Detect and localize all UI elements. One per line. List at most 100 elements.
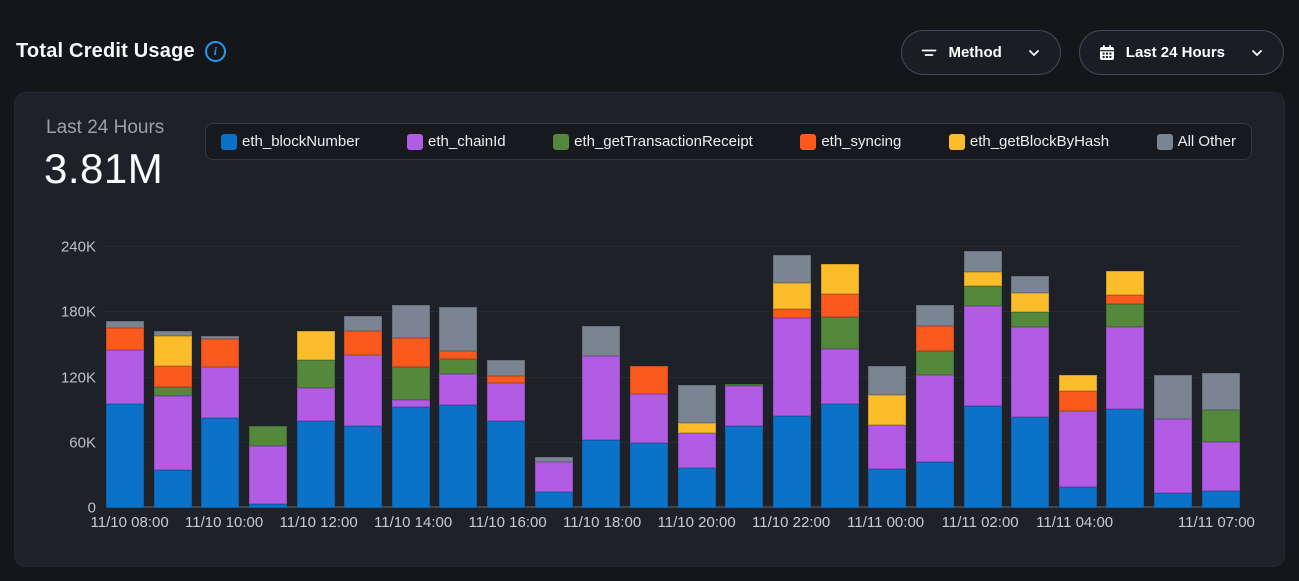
bar-segment [1201, 373, 1240, 411]
x-axis-label: 11/10 14:00 [374, 514, 453, 531]
stacked-bar[interactable] [1011, 276, 1050, 508]
bar-segment [1201, 441, 1240, 491]
stacked-bar[interactable] [1154, 375, 1193, 508]
legend-item[interactable]: eth_getBlockByHash [948, 133, 1109, 150]
stacked-bar[interactable] [534, 456, 573, 508]
stacked-bar[interactable] [439, 306, 478, 508]
legend-swatch [407, 133, 424, 150]
bar-segment [915, 351, 954, 376]
stacked-bar[interactable] [820, 264, 859, 508]
bar-segment [344, 315, 383, 331]
bar-segment [1106, 294, 1145, 304]
bar-segment [248, 503, 287, 508]
legend-label: eth_syncing [821, 133, 902, 150]
bar-segment [201, 366, 240, 418]
stacked-bar[interactable] [391, 304, 430, 508]
bar-segment [296, 330, 335, 361]
x-axis-label: 11/11 07:00 [1177, 514, 1255, 531]
metric-label: Last 24 Hours [46, 117, 165, 138]
bar-segment [725, 384, 764, 387]
time-range-button[interactable]: Last 24 Hours [1078, 30, 1284, 75]
bar-segment [1058, 375, 1097, 391]
gridline [106, 311, 1240, 313]
stacked-bar[interactable] [153, 330, 192, 508]
legend-label: eth_blockNumber [242, 133, 360, 150]
stacked-bar[interactable] [630, 365, 669, 508]
bar-segment [1011, 292, 1050, 313]
bar-segment [772, 415, 811, 508]
bar-segment [1011, 276, 1050, 293]
stacked-bar[interactable] [248, 426, 287, 508]
stacked-bar[interactable] [1106, 270, 1145, 508]
stacked-bar[interactable] [725, 384, 764, 508]
stacked-bar[interactable] [963, 251, 1002, 508]
bar-segment [106, 403, 144, 508]
legend-swatch [221, 133, 237, 150]
legend-label: eth_getTransactionReceipt [574, 133, 753, 150]
bar-segment [772, 317, 811, 416]
y-axis-label: 120K [60, 369, 96, 386]
stacked-bar[interactable] [1058, 375, 1097, 508]
bar-segment [915, 326, 954, 352]
stacked-bar[interactable] [1201, 373, 1240, 508]
legend-item[interactable]: eth_chainId [407, 133, 506, 150]
stacked-bar[interactable] [487, 360, 526, 508]
bar-segment [248, 426, 287, 447]
bar-segment [1011, 327, 1050, 417]
x-axis-label: 11/10 12:00 [279, 514, 358, 531]
bar-segment [153, 336, 192, 366]
page-title: Total Credit Usage [16, 40, 195, 62]
legend-item[interactable]: eth_blockNumber [221, 133, 360, 150]
bar-segment [391, 406, 430, 508]
stacked-bar[interactable] [772, 254, 811, 508]
stacked-bar[interactable] [868, 365, 907, 508]
stacked-bar[interactable] [677, 385, 716, 508]
method-filter-label: Method [948, 44, 1002, 61]
chart-legend: eth_blockNumber eth_chainId eth_getTransac… [205, 123, 1252, 160]
gridline [106, 246, 1240, 247]
bar-segment [915, 304, 954, 327]
bar-segment [153, 396, 192, 470]
legend-swatch [1156, 133, 1173, 150]
stacked-bar[interactable] [106, 320, 144, 508]
bar-segment [772, 309, 811, 318]
stacked-bar[interactable] [582, 326, 621, 508]
bar-segment [534, 491, 573, 508]
bar-segment [582, 355, 621, 440]
calendar-icon [1098, 44, 1116, 62]
bar-segment [963, 305, 1002, 406]
bar-segment [820, 293, 859, 317]
bar-segment [1154, 418, 1193, 493]
bar-segment [439, 351, 478, 360]
info-icon[interactable]: i [204, 41, 226, 62]
bar-segment [153, 387, 192, 396]
stacked-bar[interactable] [915, 304, 954, 508]
bar-segment [963, 286, 1002, 306]
bar-segment [201, 417, 240, 508]
legend-item[interactable]: eth_getTransactionReceipt [553, 133, 753, 150]
bar-segment [296, 421, 335, 508]
bar-segment [106, 350, 144, 404]
legend-label: eth_chainId [428, 133, 506, 150]
bar-segment [963, 405, 1002, 508]
x-axis-label: 11/11 00:00 [847, 514, 925, 531]
legend-item[interactable]: eth_syncing [800, 133, 901, 150]
bar-segment [439, 306, 478, 352]
filter-controls: Method Last 24 Ho [901, 30, 1284, 75]
bar-segment [963, 251, 1002, 273]
bar-segment [153, 365, 192, 388]
bar-segment [963, 272, 1002, 287]
bar-segment [487, 382, 526, 421]
legend-swatch [948, 133, 965, 150]
legend-item[interactable]: All Other [1156, 133, 1236, 150]
bar-segment [582, 439, 621, 508]
bar-segment [296, 360, 335, 389]
bar-segment [106, 327, 144, 351]
stacked-bar[interactable] [296, 330, 335, 508]
bar-segment [820, 403, 859, 508]
stacked-bar[interactable] [201, 336, 240, 508]
stacked-bar[interactable] [344, 315, 383, 508]
bar-segment [1011, 416, 1050, 508]
method-filter-button[interactable]: Method [901, 30, 1061, 75]
